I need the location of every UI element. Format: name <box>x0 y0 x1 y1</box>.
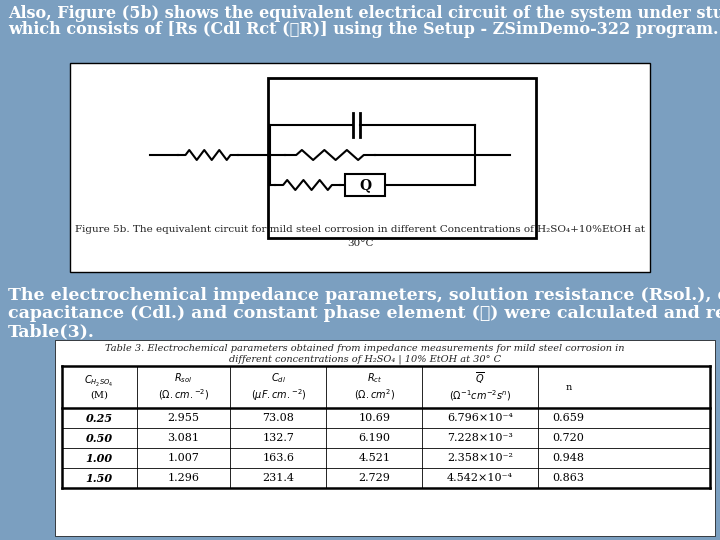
Text: The electrochemical impedance parameters, solution resistance (Rsol.), double la: The electrochemical impedance parameters… <box>8 287 720 304</box>
Text: $\overline{Q}$
$(\Omega^{-1}cm^{-2}s^n)$: $\overline{Q}$ $(\Omega^{-1}cm^{-2}s^n)$ <box>449 370 511 403</box>
Text: 1.296: 1.296 <box>168 473 199 483</box>
Text: 73.08: 73.08 <box>263 413 294 423</box>
Text: 163.6: 163.6 <box>262 453 294 463</box>
Text: $R_{sol}$
$(\Omega.cm.^{-2})$: $R_{sol}$ $(\Omega.cm.^{-2})$ <box>158 372 210 402</box>
Bar <box>268 78 536 238</box>
Text: 30°C: 30°C <box>347 240 373 248</box>
Text: 0.720: 0.720 <box>552 433 585 443</box>
Bar <box>55 340 715 536</box>
Bar <box>345 174 385 196</box>
Text: 1.00: 1.00 <box>86 453 113 463</box>
Text: n: n <box>565 382 572 392</box>
Text: 4.542×10⁻⁴: 4.542×10⁻⁴ <box>447 473 513 483</box>
Text: different concentrations of H₂SO₄ | 10% EtOH at 30° C: different concentrations of H₂SO₄ | 10% … <box>229 354 501 363</box>
Text: 2.955: 2.955 <box>168 413 199 423</box>
Text: Table 3. Electrochemical parameters obtained from impedance measurements for mil: Table 3. Electrochemical parameters obta… <box>105 344 625 353</box>
Text: 1.007: 1.007 <box>168 453 199 463</box>
Text: 0.948: 0.948 <box>552 453 585 463</box>
Text: $C_{H_2SO_4}$
(M): $C_{H_2SO_4}$ (M) <box>84 374 114 400</box>
Text: 6.796×10⁻⁴: 6.796×10⁻⁴ <box>447 413 513 423</box>
Text: 7.228×10⁻³: 7.228×10⁻³ <box>447 433 513 443</box>
Text: $R_{ct}$
$(\Omega.cm^{2})$: $R_{ct}$ $(\Omega.cm^{2})$ <box>354 372 395 402</box>
Text: Q: Q <box>359 178 371 192</box>
Text: 1.50: 1.50 <box>86 472 113 483</box>
Text: 3.081: 3.081 <box>168 433 199 443</box>
Text: Also, Figure (5b) shows the equivalent electrical circuit of the system under st: Also, Figure (5b) shows the equivalent e… <box>8 5 720 22</box>
Text: 0.659: 0.659 <box>552 413 585 423</box>
Text: which consists of [Rs (Cdl Rct (ℝR)] using the Setup - ZSimDemo-322 program.: which consists of [Rs (Cdl Rct (ℝR)] usi… <box>8 21 719 38</box>
Bar <box>70 63 650 272</box>
Text: 132.7: 132.7 <box>263 433 294 443</box>
Text: 4.521: 4.521 <box>359 453 390 463</box>
Text: 6.190: 6.190 <box>359 433 390 443</box>
Text: 2.358×10⁻²: 2.358×10⁻² <box>447 453 513 463</box>
Text: Figure 5b. The equivalent circuit for mild steel corrosion in different Concentr: Figure 5b. The equivalent circuit for mi… <box>75 226 645 234</box>
Text: $C_{dl}$
$(\mu F.cm.^{-2})$: $C_{dl}$ $(\mu F.cm.^{-2})$ <box>251 371 307 403</box>
Text: Table(3).: Table(3). <box>8 323 95 340</box>
Text: 0.25: 0.25 <box>86 413 113 423</box>
Text: 0.863: 0.863 <box>552 473 585 483</box>
Text: 10.69: 10.69 <box>359 413 390 423</box>
Text: 2.729: 2.729 <box>359 473 390 483</box>
Text: 231.4: 231.4 <box>262 473 294 483</box>
Text: capacitance (Cdl.) and constant phase element (𝒬) were calculated and recorded i: capacitance (Cdl.) and constant phase el… <box>8 305 720 322</box>
Text: 0.50: 0.50 <box>86 433 113 443</box>
